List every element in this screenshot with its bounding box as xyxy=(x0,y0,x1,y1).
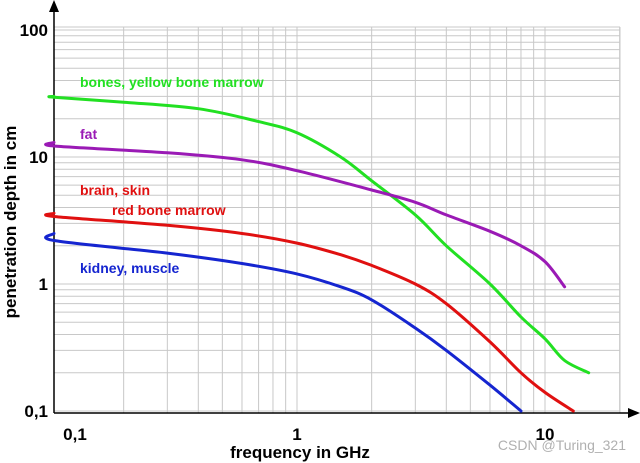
tick-labels: 0,1 1 10 0,1 1 10 100 xyxy=(20,21,555,444)
x-tick-label: 10 xyxy=(536,425,555,444)
series-label-brain-skin: brain, skin xyxy=(80,182,150,198)
y-tick-label: 100 xyxy=(20,21,48,40)
series-line-2 xyxy=(44,211,575,413)
series-lines xyxy=(44,94,591,413)
y-tick-label: 1 xyxy=(39,275,48,294)
grid xyxy=(54,26,621,413)
watermark: CSDN @Turing_321 xyxy=(498,437,626,453)
series-line-3 xyxy=(44,232,523,413)
x-axis-title: frequency in GHz xyxy=(230,443,370,462)
series-label-red-bone-marrow: red bone marrow xyxy=(112,202,226,218)
series-label-fat: fat xyxy=(80,126,97,142)
x-tick-label: 1 xyxy=(292,425,301,444)
axes xyxy=(49,0,640,418)
series-label-bones: bones, yellow bone marrow xyxy=(80,74,264,90)
y-tick-label: 10 xyxy=(29,148,48,167)
series-line-0 xyxy=(47,94,591,375)
y-tick-label: 0,1 xyxy=(24,402,48,421)
series-label-kidney-muscle: kidney, muscle xyxy=(80,260,180,276)
x-axis-arrow xyxy=(628,408,640,418)
series-line-1 xyxy=(44,141,567,289)
x-tick-label: 0,1 xyxy=(63,425,87,444)
y-axis-title: penetration depth in cm xyxy=(1,126,20,319)
y-axis-arrow xyxy=(49,0,59,12)
